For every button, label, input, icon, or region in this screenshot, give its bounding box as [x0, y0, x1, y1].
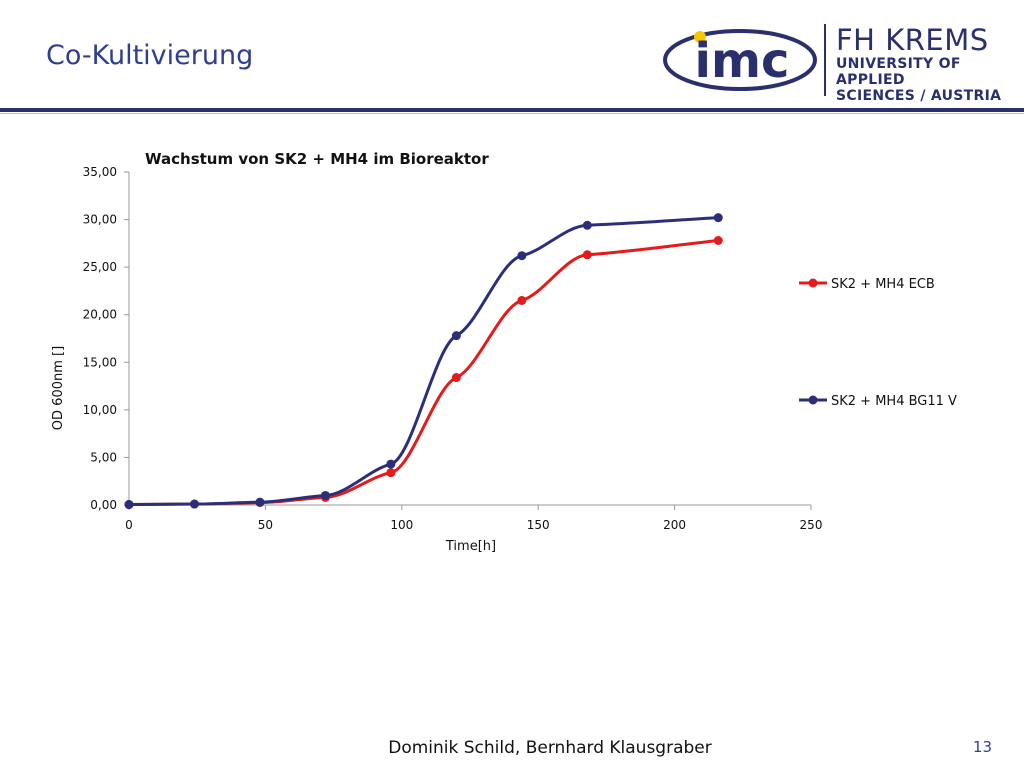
- chart-series: [124, 213, 723, 510]
- legend-label: SK2 + MH4 BG11 V: [831, 394, 957, 409]
- data-point: [124, 500, 134, 510]
- series-line-1: [128, 239, 719, 507]
- fh-logo-line2: UNIVERSITY OF APPLIED: [836, 56, 961, 88]
- series-line-2: [128, 216, 719, 507]
- fh-krems-logo: FH KREMS UNIVERSITY OF APPLIED SCIENCES …: [836, 24, 1024, 104]
- data-point: [713, 236, 723, 246]
- slide-title: Co-Kultivierung: [46, 40, 254, 71]
- imc-logo-text: imc: [695, 33, 790, 89]
- data-point: [582, 250, 592, 260]
- imc-logo: imc: [663, 29, 817, 91]
- y-axis-label: OD 600nm []: [51, 346, 66, 430]
- data-point: [713, 213, 723, 223]
- chart-axes: 0,00 5,00 10,00 15,00 20,00 25,00 30,00 35,00 0 5…: [83, 165, 823, 532]
- y-tick-label: 0,00: [90, 498, 117, 512]
- fh-logo-line1: FH KREMS: [836, 23, 989, 57]
- data-point: [451, 373, 461, 383]
- legend-swatch-marker: [808, 278, 818, 288]
- header-rule: [0, 108, 1024, 112]
- imc-logo-swoosh: [663, 29, 817, 91]
- legend-swatch-marker: [808, 395, 818, 405]
- data-point: [517, 251, 527, 261]
- data-point: [320, 490, 330, 500]
- data-point: [451, 331, 461, 341]
- data-point: [582, 220, 592, 230]
- imc-logo-dot: [694, 31, 706, 43]
- x-tick-label: 50: [258, 518, 273, 532]
- data-point: [386, 468, 396, 478]
- data-point: [255, 497, 265, 507]
- y-tick-label: 5,00: [90, 450, 117, 464]
- x-tick-label: 200: [663, 518, 686, 532]
- y-tick-label: 30,00: [83, 213, 117, 227]
- y-tick-label: 10,00: [83, 403, 117, 417]
- chart-legend: SK2 + MH4 ECB SK2 + MH4 BG11 V: [799, 277, 957, 409]
- x-tick-label: 150: [527, 518, 550, 532]
- header-rule-thin: [0, 113, 1024, 114]
- page-number: 13: [972, 738, 992, 756]
- legend-label: SK2 + MH4 ECB: [831, 277, 935, 292]
- data-point: [189, 499, 199, 509]
- fh-logo-line3: SCIENCES / AUSTRIA: [836, 88, 1002, 104]
- growth-chart: Wachstum von SK2 + MH4 im Bioreaktor 0,0…: [51, 150, 957, 554]
- y-tick-label: 25,00: [83, 260, 117, 274]
- y-tick-label: 15,00: [83, 355, 117, 369]
- x-tick-label: 100: [390, 518, 413, 532]
- y-tick-label: 35,00: [83, 165, 117, 179]
- x-tick-label: 0: [125, 518, 133, 532]
- chart-title: Wachstum von SK2 + MH4 im Bioreaktor: [145, 150, 489, 168]
- data-point: [517, 295, 527, 305]
- y-tick-label: 20,00: [83, 308, 117, 322]
- x-tick-label: 250: [800, 518, 823, 532]
- x-axis-label: Time[h]: [445, 539, 496, 554]
- footer-author: Dominik Schild, Bernhard Klausgraber: [388, 738, 712, 758]
- logo-divider: [824, 24, 826, 96]
- data-point: [386, 459, 396, 469]
